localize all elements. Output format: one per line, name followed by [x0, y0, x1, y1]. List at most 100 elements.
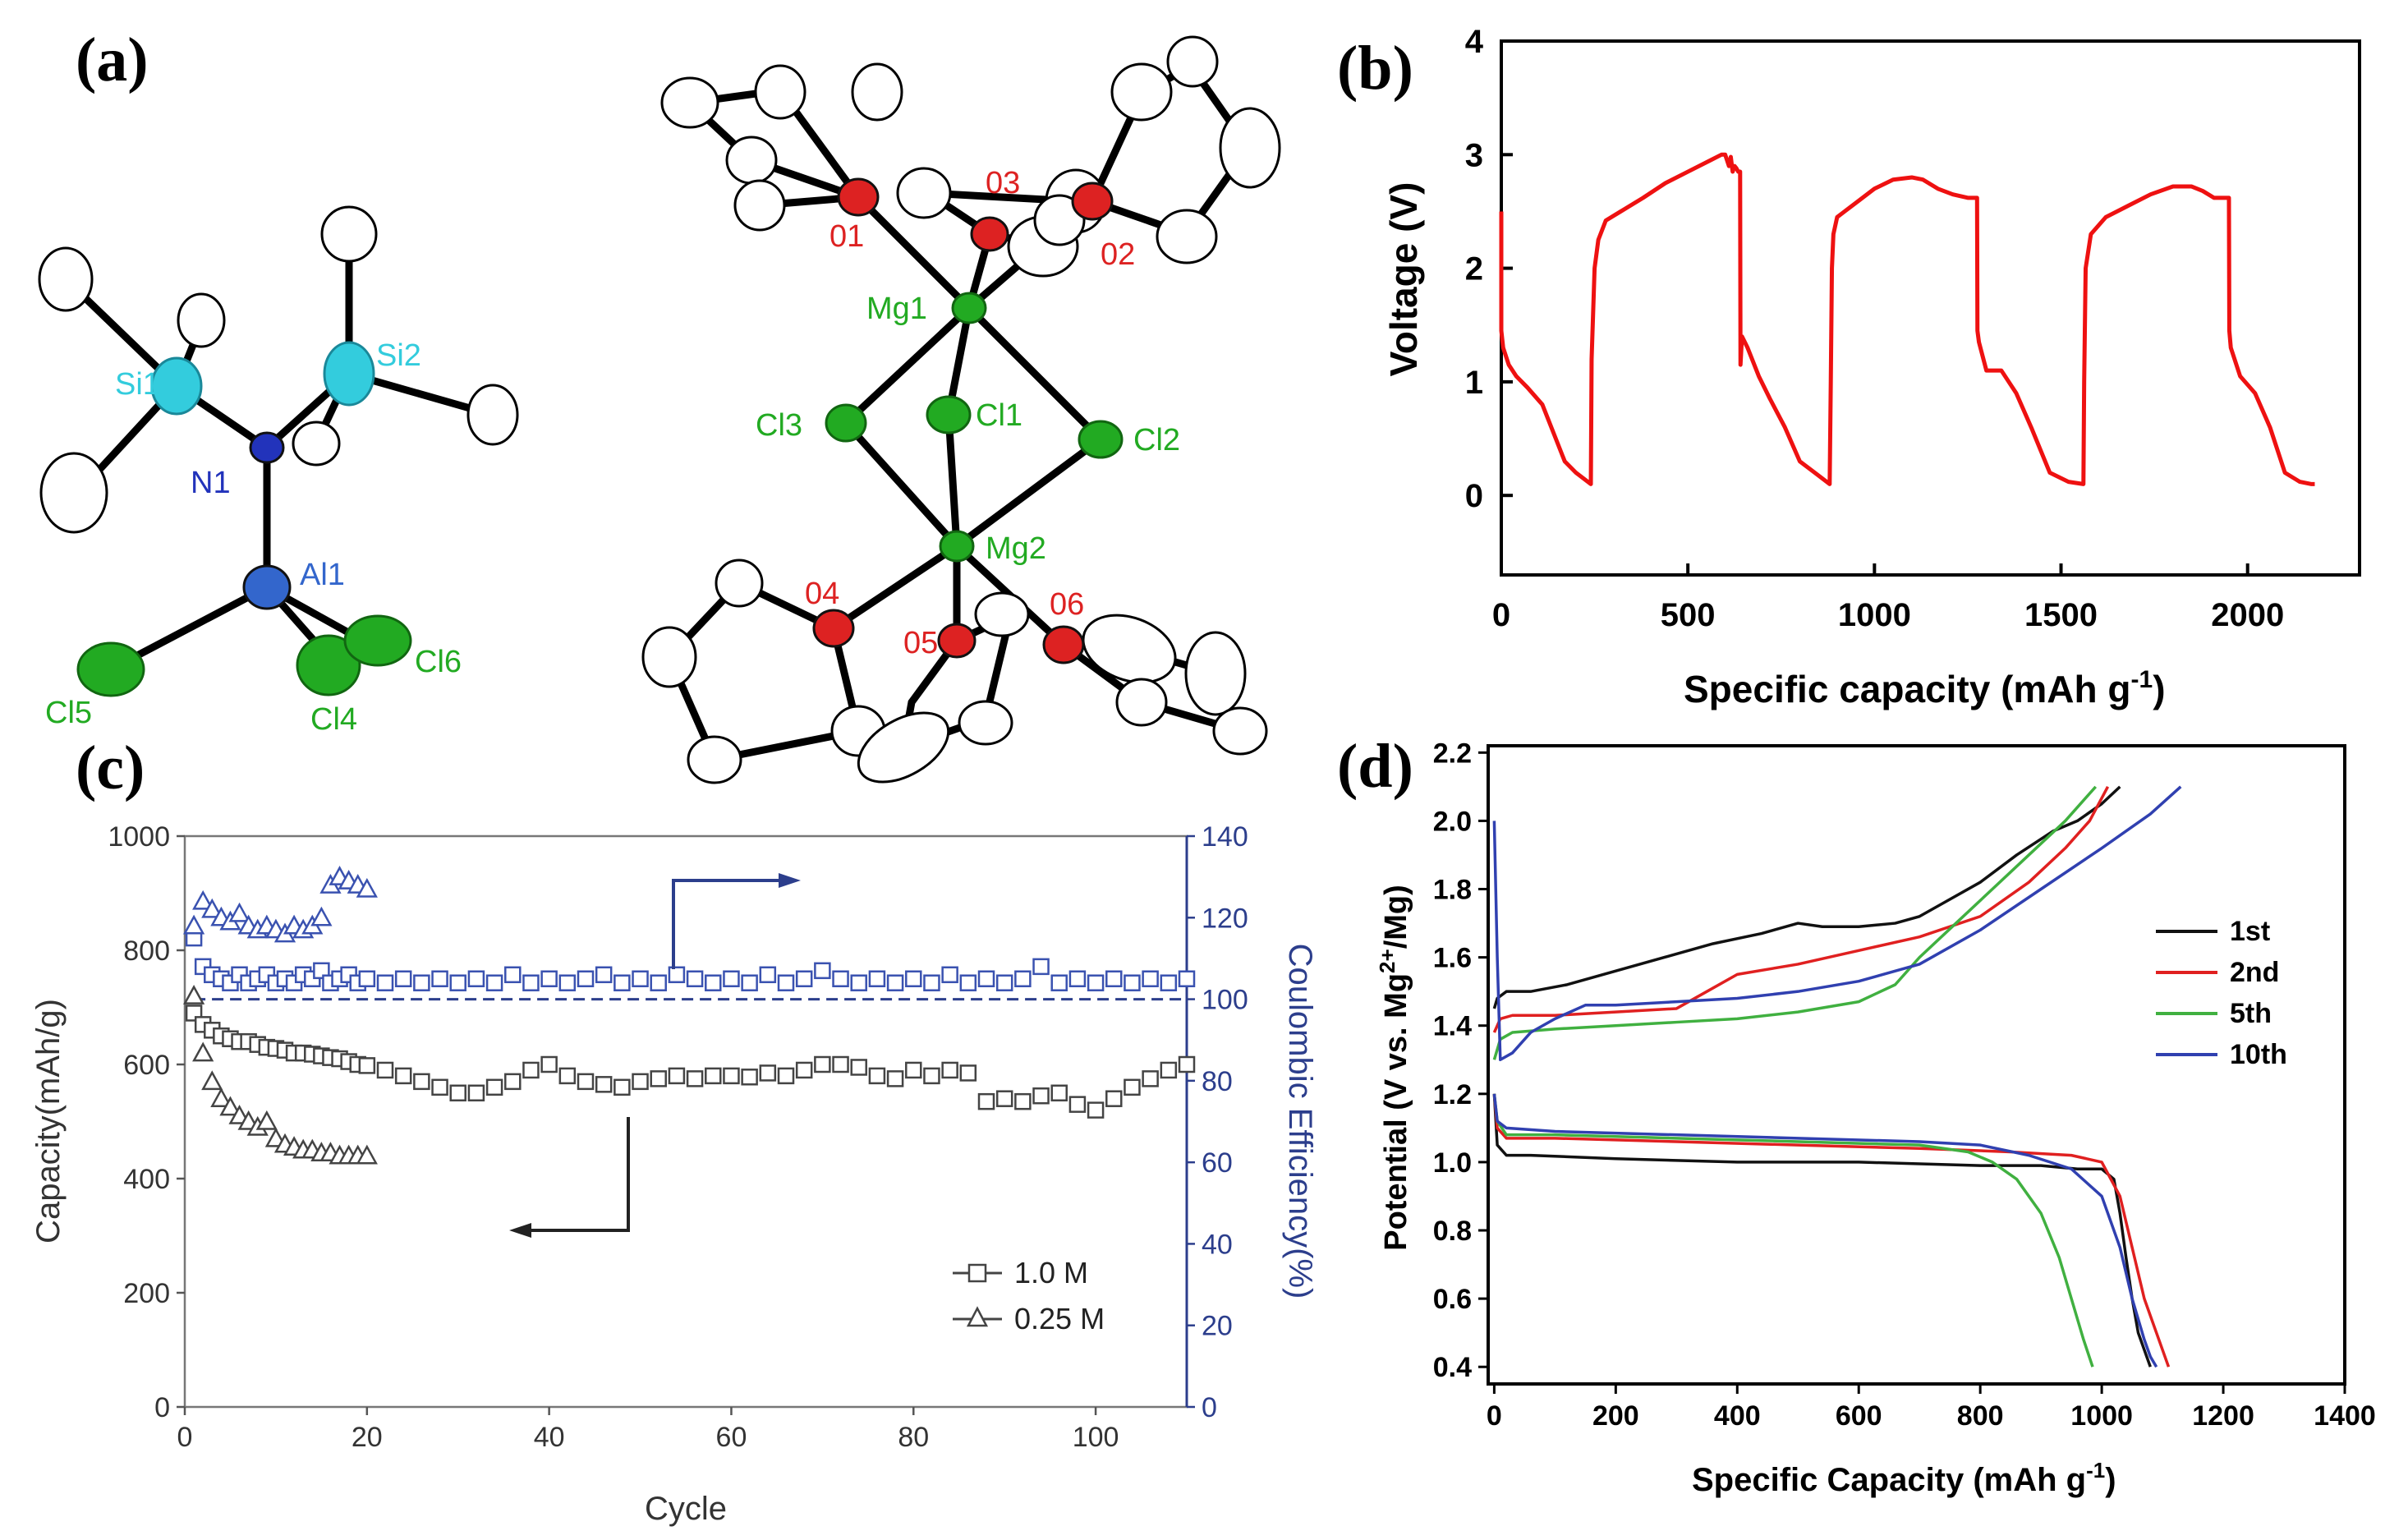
atom-label-o6: 06 [1050, 587, 1084, 622]
chart-c-point-square [1142, 970, 1159, 987]
chart-c-xtick-label: 0 [177, 1422, 193, 1453]
chart-c-point-square [522, 1061, 540, 1079]
chart-c-point-square [1032, 958, 1050, 976]
chart-c-point-square [595, 966, 613, 984]
chart-c-point-triangle [310, 906, 333, 926]
chart-b-ytick-label: 1 [1465, 365, 1483, 401]
chart-d-legend-item-2nd: 2nd [2156, 957, 2279, 988]
chart-b-ytick-label: 3 [1465, 137, 1483, 173]
chart-c-point-square [540, 1055, 558, 1073]
chart-c-point-square [977, 970, 995, 987]
chart-c-point-square [632, 970, 649, 987]
chart-d-ytick-label: 1.8 [1433, 875, 1472, 906]
chart-c-point-square [413, 974, 430, 991]
chart-c-point-square [558, 1067, 577, 1085]
chart-c-point-square [941, 1061, 958, 1079]
chart-c-point-square [577, 1073, 595, 1091]
chart-c-point-square [850, 1059, 867, 1076]
atom-label-o1: 01 [829, 219, 864, 254]
chart-c-point-square [686, 1070, 704, 1087]
atom-label-mg1: Mg1 [866, 292, 927, 326]
chart-c-legend-item-025m: 0.25 M [953, 1302, 1105, 1335]
chart-c-y2tick-label: 60 [1202, 1147, 1233, 1179]
chart-d-xtick-label: 1000 [2070, 1400, 2133, 1432]
chart-c-point-square [759, 966, 777, 984]
chart-c-legend: 1.0 M 0.25 M [953, 1256, 1105, 1335]
chart-b-ytick-label: 0 [1465, 478, 1483, 514]
chart-c-point-square [905, 970, 922, 987]
chart-c-xlabel: Cycle [645, 1491, 727, 1527]
chart-c-point-square [595, 1076, 613, 1093]
chart-d-ytick-label: 0.4 [1433, 1352, 1472, 1383]
chart-c-xtick-label: 40 [534, 1422, 565, 1453]
chart-c-point-triangle [228, 902, 250, 922]
chart-c-y2tick-label: 40 [1202, 1229, 1233, 1260]
chart-c-point-square [1124, 1078, 1141, 1096]
chart-c-ytick-label: 0 [154, 1392, 170, 1423]
panel-label-a: (a) [76, 25, 149, 94]
chart-c-point-square [795, 970, 813, 987]
panel-label-c: (c) [76, 733, 145, 802]
chart-c-point-square [814, 962, 831, 980]
chart-d-legend: 1st 2nd 5th 10th [2156, 916, 2287, 1070]
chart-c-point-square [485, 1078, 503, 1096]
chart-c-ytick-label: 400 [123, 1164, 170, 1195]
svg-text:5th: 5th [2230, 998, 2272, 1029]
chart-c-point-square [313, 962, 330, 980]
chart-d-frame [1487, 744, 2346, 1386]
chart-d-discharge-line-5th [1492, 1093, 2094, 1368]
chart-c-point-square [540, 970, 558, 987]
atom-label-si2: Si2 [376, 338, 421, 373]
chart-c-point-square [795, 1061, 813, 1079]
chart-c-point-square [1050, 974, 1068, 991]
chart-c-point-square [1087, 1101, 1105, 1119]
chart-c-point-square [832, 970, 849, 987]
molecule-right: 01 03 02 Mg1 Cl3 Cl1 Cl2 Mg2 04 05 06 [641, 35, 1281, 784]
molecule-left: Si1 Si2 N1 Al1 Cl5 Cl4 Cl6 [38, 205, 519, 737]
chart-d-ytick-label: 1.4 [1433, 1011, 1472, 1042]
chart-c-xtick-label: 100 [1073, 1422, 1119, 1453]
chart-c-point-square [995, 1090, 1013, 1107]
chart-d-legend-item-10th: 10th [2156, 1039, 2287, 1070]
chart-c-point-square [1050, 1084, 1068, 1101]
panel-label-b: (b) [1337, 34, 1413, 103]
chart-c-point-square [905, 1061, 922, 1079]
chart-c-point-square [504, 1073, 522, 1091]
chart-d-charge-line-1st [1492, 785, 2121, 1009]
chart-c-point-square [485, 974, 503, 991]
chart-d-ytick-label: 2.2 [1433, 738, 1472, 769]
chart-c-point-square [850, 974, 867, 991]
chart-c-point-square [995, 974, 1013, 991]
chart-c-arrow-right-axis [672, 873, 801, 969]
chart-d-xtick-label: 800 [1957, 1400, 2004, 1432]
chart-c-point-square [705, 974, 722, 991]
chart-c-y2tick-label: 0 [1202, 1392, 1217, 1423]
chart-c-y2tick-label: 120 [1202, 903, 1248, 934]
chart-c-point-square [1105, 970, 1123, 987]
chart-c-point-square [777, 1067, 795, 1085]
chart-d: 0 200 400 600 800 1000 1200 1400 0.4 0.6 0.8 1.0 1.2… [1375, 738, 2376, 1498]
atom-label-si1: Si1 [115, 367, 160, 402]
chart-c-point-triangle [255, 1110, 278, 1130]
chart-d-ytick-label: 1.0 [1433, 1147, 1472, 1179]
chart-c-point-square [1105, 1090, 1123, 1107]
chart-d-xtick-label: 0 [1487, 1400, 1502, 1432]
chart-c-point-square [686, 970, 704, 987]
chart-c-point-square [1014, 970, 1032, 987]
chart-c-point-square [358, 970, 376, 987]
chart-c-point-square [1178, 970, 1196, 987]
chart-c-ylabel: Capacity(mAh/g) [30, 999, 67, 1243]
chart-c-y2tick-label: 20 [1202, 1311, 1233, 1342]
chart-b-ytick-label: 4 [1465, 24, 1484, 60]
chart-d-ytick-label: 1.2 [1433, 1079, 1472, 1110]
chart-c-point-square [959, 1064, 977, 1082]
chart-c-point-square [376, 1061, 394, 1079]
atom-label-cl6: Cl6 [415, 645, 462, 679]
atom-label-o2: 02 [1101, 237, 1135, 272]
chart-c-xtick-label: 80 [898, 1422, 929, 1453]
chart-c-point-square [650, 974, 667, 991]
chart-c-xtick-label: 20 [352, 1422, 383, 1453]
chart-c-point-square [741, 974, 758, 991]
chart-c-point-square [832, 1055, 849, 1073]
chart-c-arrow-left-axis [509, 1117, 630, 1238]
